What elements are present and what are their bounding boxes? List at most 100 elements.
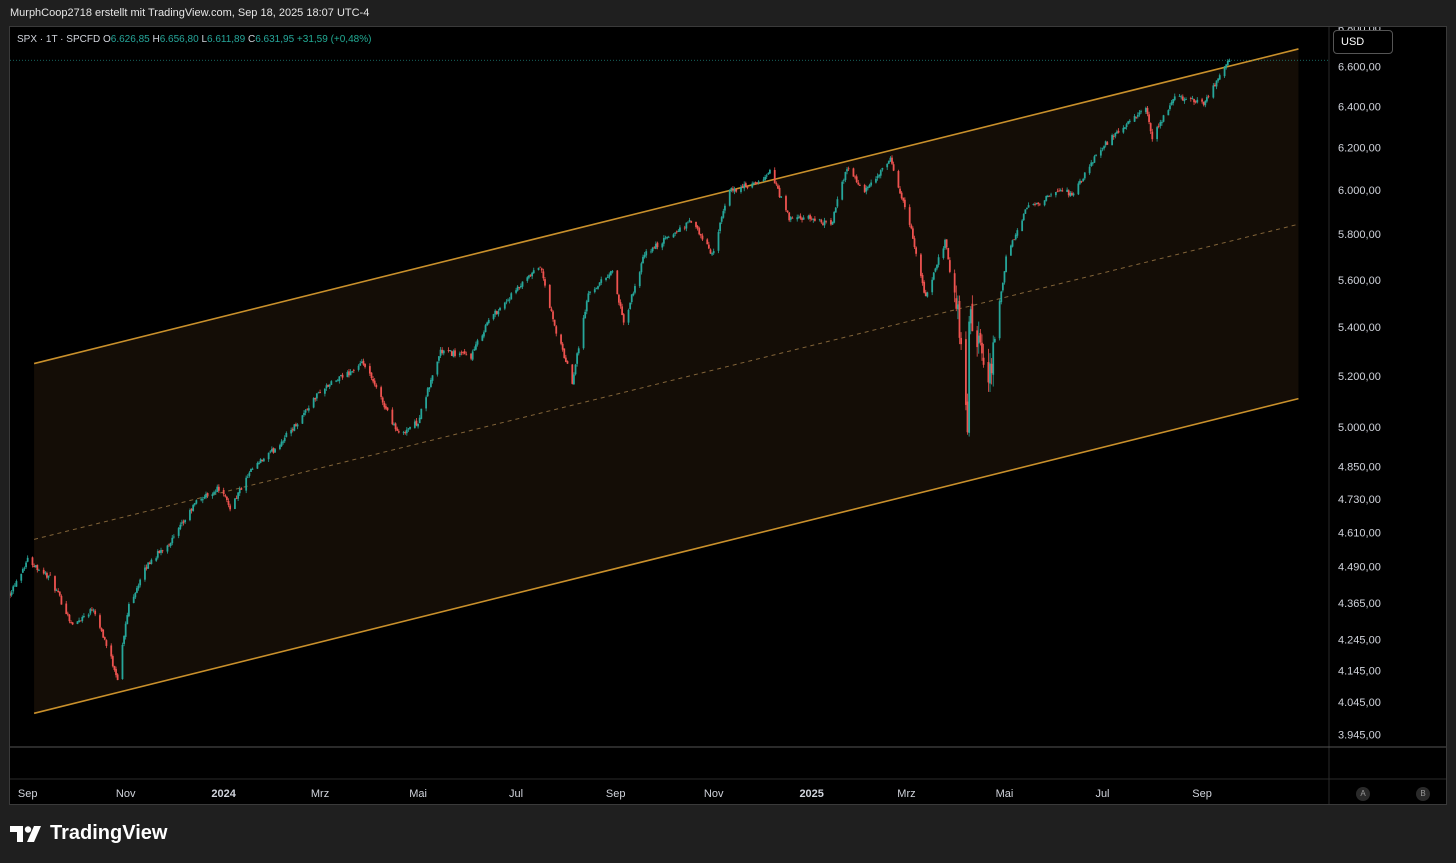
price-chart[interactable]: 6.800,006.600,006.400,006.200,006.000,00… <box>10 27 1446 804</box>
candle-body <box>818 219 821 221</box>
candle-body <box>900 192 903 199</box>
candle-body <box>261 459 264 462</box>
candle-body <box>600 279 603 283</box>
candle-body <box>1034 204 1036 205</box>
candle-body <box>1099 150 1102 156</box>
candle-body <box>436 361 439 375</box>
candle-body <box>156 551 159 558</box>
candle-body <box>155 558 158 561</box>
candle-body <box>518 287 521 288</box>
candle-body <box>889 157 892 162</box>
candle-body <box>200 499 203 501</box>
candle-body <box>81 617 84 622</box>
candle-body <box>103 637 106 640</box>
candle-body <box>532 270 535 274</box>
candle-body <box>833 212 836 223</box>
candle-body <box>441 349 444 353</box>
candle-body <box>915 247 918 254</box>
candle-body <box>764 176 766 180</box>
candle-body <box>1083 172 1086 179</box>
symbol-name[interactable]: SPX <box>17 34 38 45</box>
candle-body <box>858 185 861 186</box>
candle-body <box>293 424 296 431</box>
candle-body <box>664 237 667 239</box>
candle-body <box>91 609 93 611</box>
candle-body <box>1013 239 1016 241</box>
candle-body <box>971 303 974 332</box>
candle-body <box>548 284 551 308</box>
candle-body <box>844 172 847 180</box>
candle-body <box>189 510 191 521</box>
candle-body <box>875 178 877 183</box>
candle-body <box>931 279 934 293</box>
candle-body <box>99 615 101 628</box>
symbol-legend[interactable]: SPX · 1T · SPCFD O6.626,85 H6.656,80 L6.… <box>17 34 371 45</box>
candle-body <box>306 409 309 411</box>
candle-body <box>113 665 116 670</box>
tradingview-brand[interactable]: TradingView <box>10 822 167 845</box>
candle-body <box>357 365 360 370</box>
candle-body <box>687 221 689 223</box>
symbol-interval[interactable]: 1T <box>45 34 58 45</box>
candle-body <box>519 285 522 288</box>
candle-body <box>166 545 169 552</box>
candle-body <box>190 508 193 511</box>
candle-body <box>960 337 962 345</box>
candle-body <box>650 251 652 253</box>
candle-body <box>552 311 554 320</box>
candle-body <box>1072 193 1075 196</box>
candle-body <box>272 447 275 453</box>
candle-body <box>495 311 498 314</box>
candle-body <box>1095 155 1097 156</box>
candle-body <box>1173 96 1176 100</box>
candle-body <box>955 298 958 309</box>
candle-body <box>958 300 961 338</box>
candle-body <box>360 361 363 363</box>
axis-b-button[interactable]: B <box>1416 787 1430 801</box>
candle-body <box>137 585 140 589</box>
candle-body <box>1021 220 1024 232</box>
candle-body <box>124 623 127 637</box>
candle-body <box>666 237 668 239</box>
time-tick-label: Sep <box>606 788 626 800</box>
candle-body <box>741 186 744 188</box>
chart-frame[interactable]: SPX, 1T S&P 500 Index 6.800,006.600,006.… <box>9 26 1447 805</box>
candle-body <box>325 385 328 389</box>
candle-body <box>932 272 935 280</box>
candle-body <box>1218 75 1221 80</box>
candle-body <box>892 164 895 171</box>
candle-body <box>1069 192 1072 197</box>
candle-body <box>426 388 429 397</box>
currency-button[interactable]: USD <box>1333 30 1393 54</box>
candle-body <box>638 272 641 287</box>
candle-body <box>1056 191 1059 193</box>
candle-body <box>987 362 990 383</box>
open-label: O <box>102 34 111 45</box>
candle-body <box>127 604 130 617</box>
candle-body <box>908 207 911 225</box>
candle-body <box>953 273 956 293</box>
candle-body <box>937 257 940 265</box>
candle-body <box>585 301 588 312</box>
candle-body <box>68 614 71 622</box>
candle-body <box>920 254 922 276</box>
candle-body <box>797 216 800 218</box>
candle-body <box>397 431 400 433</box>
candle-body <box>246 476 249 478</box>
candle-body <box>484 325 487 333</box>
candle-body <box>368 366 371 374</box>
candle-body <box>1114 133 1117 137</box>
candle-body <box>505 301 508 303</box>
candle-body <box>54 576 56 591</box>
candle-body <box>475 344 477 350</box>
candle-body <box>10 592 13 596</box>
candle-body <box>1193 99 1195 103</box>
time-tick-label: Mai <box>996 788 1014 800</box>
candle-body <box>605 277 607 280</box>
axis-auto-button[interactable]: A <box>1356 787 1370 801</box>
candle-body <box>651 247 654 252</box>
candle-body <box>966 401 969 433</box>
candle-body <box>34 565 37 568</box>
candle-body <box>158 550 161 554</box>
candle-body <box>1226 61 1229 66</box>
